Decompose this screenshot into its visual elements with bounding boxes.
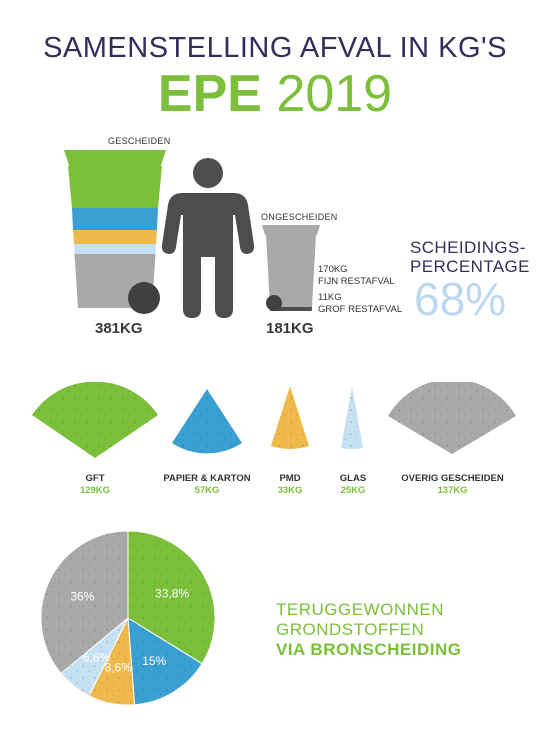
wedge-other [388,382,516,454]
unseparated-total: 181KG [266,320,314,337]
person-icon [161,158,255,318]
coarse-amount: 11KG [318,292,342,303]
pie-slice-texture [88,618,135,705]
title-year: 2019 [276,65,393,123]
pie-slice-texture [128,618,203,705]
pie-slice-label: 8,6% [105,661,133,675]
pie-slice-label: 6,6% [83,650,111,664]
unseparated-bin-icon [262,225,320,311]
category-label: PMD [279,473,301,484]
separated-label: GESCHEIDEN [108,136,171,146]
coarse-label: GROF RESTAFVAL [318,304,403,315]
pie-slice-texture [128,531,215,664]
separation-label-line1: SCHEIDINGS- [410,238,526,257]
title-line-1: SAMENSTELLING AFVAL IN KG'S [43,32,507,64]
pie-slice-label: 15% [142,654,166,668]
category-label: OVERIG GESCHEIDEN [401,473,504,484]
fine-amount: 170KG [318,264,348,275]
pie-slice-label: 33,8% [155,586,189,600]
category-glass: GLAS 25KG [313,473,393,497]
category-paper: PAPIER & KARTON 57KG [147,473,267,497]
category-label: PAPIER & KARTON [163,473,251,484]
category-label: GFT [85,473,105,484]
wedge-pmd [271,386,309,449]
recovered-line3: VIA BRONSCHEIDING [276,640,462,659]
fine-label: FIJN RESTAFVAL [318,276,395,287]
pie-slice-label: 36% [70,590,94,604]
category-other: OVERIG GESCHEIDEN 137KG [390,473,515,497]
fine-waste-text: 170KG FIJN RESTAFVAL [318,264,395,288]
category-value: 129KG [79,485,111,496]
title-place: EPE [157,65,262,123]
category-label: GLAS [339,473,367,484]
category-value: 33KG [277,485,303,496]
separated-total: 381KG [95,320,143,337]
recovered-pie-chart: 33,8% 15% 8,6%6,6% 36% [40,530,216,706]
category-gft: GFT 129KG [45,473,145,497]
category-value: 137KG [437,485,468,496]
wedge-paper [172,389,242,454]
separation-label-line2: PERCENTAGE [410,257,530,276]
category-value: 25KG [340,485,366,496]
separation-label: SCHEIDINGS- PERCENTAGE [410,238,530,276]
wedge-gft [32,382,158,458]
pie-slice-texture [41,531,128,674]
pie-slice-texture [60,618,128,696]
separated-bin-icon [64,150,166,314]
separation-percentage: 68% [414,273,507,325]
coarse-waste-text: 11KG GROF RESTAFVAL [318,292,402,316]
recovered-line2: GRONDSTOFFEN [276,620,425,639]
recovered-text: TERUGGEWONNEN GRONDSTOFFEN VIA BRONSCHEI… [276,600,461,660]
category-pmd: PMD 33KG [250,473,330,497]
wedge-glass [341,386,363,449]
recovered-line1: TERUGGEWONNEN [276,600,444,619]
category-value: 57KG [194,485,220,496]
title-line-2: EPE 2019 [0,66,550,122]
category-wedges [32,382,516,458]
unseparated-label: ONGESCHEIDEN [261,212,338,222]
